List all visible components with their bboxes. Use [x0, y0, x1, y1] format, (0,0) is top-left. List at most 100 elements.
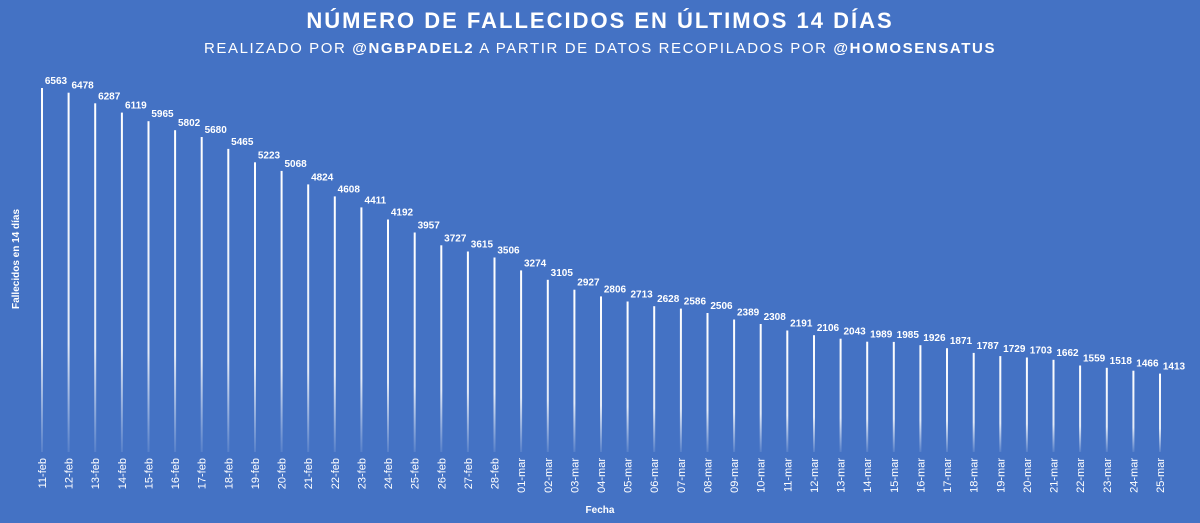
bar-19-mar [999, 356, 1002, 452]
bar-21-mar [1052, 359, 1055, 452]
bar-18-feb [227, 148, 230, 452]
x-tick-09-mar: 09-mar [729, 458, 741, 493]
x-tick-02-mar: 02-mar [543, 458, 555, 493]
bar-13-feb [94, 103, 97, 453]
x-tick-25-feb: 25-feb [410, 458, 422, 489]
subtitle-text-2: A PARTIR DE DATOS RECOPILADOS POR [474, 40, 834, 57]
value-label-14-feb: 6119 [125, 101, 147, 112]
value-label-05-mar: 2713 [630, 290, 653, 301]
subtitle-source: @HOMOSENSATUS [833, 40, 997, 57]
bar-23-feb [360, 207, 363, 452]
x-tick-22-feb: 22-feb [330, 458, 342, 489]
bar-11-mar [786, 330, 789, 452]
bar-01-mar [520, 270, 523, 452]
bar-25-feb [413, 232, 416, 452]
x-tick-08-mar: 08-mar [703, 458, 715, 493]
x-tick-22-mar: 22-mar [1075, 458, 1087, 493]
x-tick-14-mar: 14-mar [862, 458, 874, 493]
x-tick-labels-group: 11-feb 12-feb 13-feb 14-feb 15-feb 16-feb 17-f… [37, 458, 1167, 493]
bar-08-mar [706, 313, 709, 452]
bar-04-mar [600, 296, 602, 452]
bar-16-feb [174, 130, 177, 452]
value-label-18-mar: 1787 [977, 341, 1000, 352]
bar-15-mar [892, 341, 895, 452]
bar-20-feb [280, 170, 283, 452]
x-tick-20-feb: 20-feb [277, 458, 289, 489]
value-label-17-mar: 1871 [950, 336, 973, 347]
x-tick-06-mar: 06-mar [649, 458, 661, 493]
x-axis-label: Fecha [585, 505, 615, 516]
x-tick-26-feb: 26-feb [436, 458, 448, 489]
x-tick-28-feb: 28-feb [490, 458, 502, 489]
x-tick-16-feb: 16-feb [170, 458, 182, 489]
x-tick-12-mar: 12-mar [809, 458, 821, 493]
value-label-27-feb: 3615 [471, 240, 494, 251]
bar-18-mar [972, 352, 975, 452]
x-tick-17-feb: 17-feb [197, 458, 209, 489]
value-label-24-mar: 1466 [1136, 359, 1159, 370]
x-tick-23-feb: 23-feb [356, 458, 368, 489]
value-label-08-mar: 2506 [710, 301, 733, 312]
x-tick-11-mar: 11-mar [782, 458, 794, 492]
value-label-12-mar: 2106 [817, 323, 840, 334]
value-label-25-mar: 1413 [1163, 362, 1186, 373]
value-label-26-feb: 3727 [444, 233, 467, 244]
value-label-07-mar: 2586 [684, 297, 707, 308]
bars-group [41, 88, 1161, 453]
x-tick-16-mar: 16-mar [915, 458, 927, 493]
value-label-23-mar: 1518 [1110, 356, 1133, 367]
bar-17-feb [200, 137, 203, 452]
value-label-24-feb: 4192 [391, 208, 414, 219]
bar-10-mar [759, 324, 762, 452]
x-tick-12-feb: 12-feb [64, 458, 76, 489]
value-label-12-feb: 6478 [71, 81, 94, 92]
subtitle-text-1: REALIZADO POR [203, 40, 353, 57]
x-tick-21-mar: 21-mar [1049, 458, 1061, 493]
value-label-13-mar: 2043 [843, 327, 866, 338]
value-label-13-feb: 6287 [98, 91, 121, 102]
bar-11-feb [41, 88, 43, 452]
value-label-06-mar: 2628 [657, 294, 680, 305]
x-tick-15-mar: 15-mar [889, 458, 901, 493]
bar-05-mar [626, 301, 629, 452]
value-label-22-mar: 1559 [1083, 354, 1106, 365]
value-label-16-feb: 5802 [178, 118, 201, 129]
bar-24-feb [387, 219, 389, 452]
x-tick-24-mar: 24-mar [1128, 458, 1140, 493]
x-tick-03-mar: 03-mar [569, 458, 581, 493]
x-tick-14-feb: 14-feb [117, 458, 129, 489]
value-label-25-feb: 3957 [418, 221, 441, 232]
x-tick-11-feb: 11-feb [37, 458, 49, 488]
bar-17-mar [946, 348, 948, 452]
x-tick-21-feb: 21-feb [303, 458, 315, 489]
x-tick-27-feb: 27-feb [463, 458, 475, 489]
bar-06-mar [653, 306, 656, 452]
x-tick-18-mar: 18-mar [969, 458, 981, 493]
bar-25-mar [1159, 373, 1161, 452]
value-label-19-feb: 5223 [258, 150, 281, 161]
value-label-11-feb: 6563 [45, 76, 68, 87]
bar-27-feb [466, 251, 469, 452]
bar-12-mar [813, 335, 815, 452]
x-tick-17-mar: 17-mar [942, 458, 954, 493]
value-label-23-feb: 4411 [365, 195, 387, 206]
value-label-16-mar: 1926 [923, 333, 946, 344]
bar-22-mar [1079, 365, 1082, 452]
x-tick-24-feb: 24-feb [383, 458, 395, 489]
bar-22-feb [333, 196, 336, 452]
value-label-20-feb: 5068 [284, 159, 307, 170]
value-label-28-feb: 3506 [497, 246, 520, 257]
bar-07-mar [679, 308, 682, 452]
value-label-04-mar: 2806 [604, 284, 627, 295]
bar-19-feb [254, 162, 256, 453]
value-label-19-mar: 1729 [1003, 344, 1026, 355]
x-tick-23-mar: 23-mar [1102, 458, 1114, 493]
value-label-01-mar: 3274 [524, 258, 547, 269]
x-tick-07-mar: 07-mar [676, 458, 688, 493]
x-tick-05-mar: 05-mar [623, 458, 635, 493]
bar-28-feb [493, 257, 496, 452]
bar-03-mar [573, 289, 576, 452]
value-label-03-mar: 2927 [577, 278, 600, 289]
